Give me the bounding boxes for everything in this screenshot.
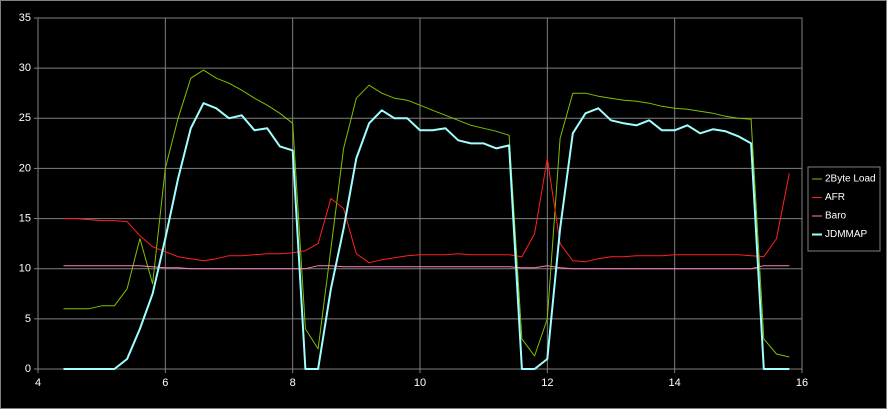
y-tick-label: 5: [25, 313, 31, 325]
series-line: [63, 265, 790, 270]
x-tick-label: 8: [290, 377, 296, 389]
x-tick-label: 12: [541, 377, 553, 389]
legend-label: JDMMAP: [825, 229, 868, 240]
series-line: [63, 102, 790, 370]
x-tick-label: 10: [414, 377, 426, 389]
y-tick-label: 0: [25, 363, 31, 375]
series-line: [63, 69, 790, 358]
legend-label: 2Byte Load: [825, 174, 876, 185]
series-line: [63, 157, 790, 264]
x-tick-label: 14: [669, 377, 681, 389]
y-tick-label: 25: [19, 112, 31, 124]
legend-label: AFR: [825, 192, 845, 203]
y-tick-label: 20: [19, 162, 31, 174]
legend-label: Baro: [825, 211, 847, 222]
y-tick-label: 30: [19, 62, 31, 74]
y-tick-label: 15: [19, 212, 31, 224]
x-tick-label: 16: [796, 377, 808, 389]
x-tick-label: 4: [35, 377, 41, 389]
y-tick-label: 10: [19, 263, 31, 275]
y-tick-label: 35: [19, 12, 31, 24]
legend-box: [807, 166, 881, 252]
x-tick-label: 6: [162, 377, 168, 389]
